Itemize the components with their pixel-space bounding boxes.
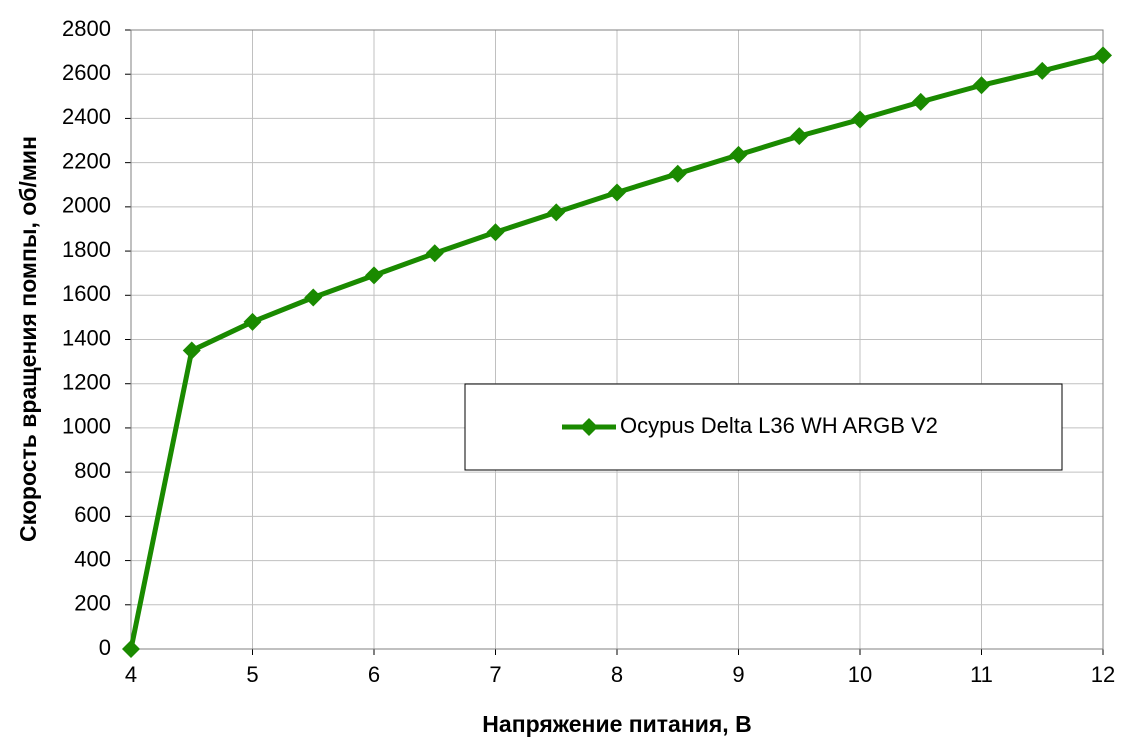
- x-tick-label: 5: [246, 662, 258, 687]
- y-tick-label: 2400: [62, 104, 111, 129]
- y-tick-label: 1200: [62, 370, 111, 395]
- data-point: [668, 164, 687, 183]
- y-tick-label: 200: [74, 591, 111, 616]
- y-tick-label: 1000: [62, 414, 111, 439]
- x-tick-label: 10: [848, 662, 872, 687]
- data-point: [851, 110, 869, 129]
- x-tick-label: 9: [732, 662, 744, 687]
- y-tick-label: 800: [74, 458, 111, 483]
- y-tick-label: 1400: [62, 325, 111, 350]
- data-point: [425, 244, 444, 263]
- data-point: [182, 341, 201, 360]
- y-tick-label: 1600: [62, 281, 111, 306]
- x-tick-label: 4: [125, 662, 137, 687]
- y-tick-label: 1800: [62, 237, 111, 262]
- data-point: [122, 640, 140, 658]
- y-tick-label: 2200: [62, 148, 111, 173]
- x-tick-label: 8: [611, 662, 623, 687]
- data-point: [729, 145, 748, 164]
- y-tick-label: 400: [74, 546, 111, 571]
- data-point: [365, 266, 383, 285]
- plot-border: [130, 29, 1104, 650]
- data-point: [547, 203, 566, 222]
- y-tick-label: 2600: [62, 60, 111, 85]
- data-point: [790, 127, 809, 146]
- data-point: [304, 288, 323, 307]
- legend-label: Ocypus Delta L36 WH ARGB V2: [620, 413, 938, 438]
- data-point: [608, 183, 626, 202]
- y-tick-label: 0: [99, 635, 111, 660]
- data-point: [486, 223, 505, 242]
- x-tick-label: 7: [489, 662, 501, 687]
- data-point: [972, 76, 991, 95]
- y-tick-label: 2000: [62, 193, 111, 218]
- data-point: [243, 312, 262, 331]
- data-point: [1033, 61, 1052, 80]
- data-point: [911, 92, 930, 111]
- data-point: [1094, 46, 1112, 65]
- x-tick-label: 12: [1091, 662, 1115, 687]
- x-tick-label: 11: [970, 662, 993, 687]
- y-tick-label: 600: [74, 502, 111, 527]
- y-axis-title: Скорость вращения помпы, об/мин: [15, 136, 41, 542]
- y-tick-label: 2800: [62, 16, 111, 41]
- legend-marker: [580, 418, 598, 436]
- x-axis-title: Напряжение питания, В: [482, 711, 751, 737]
- x-tick-label: 6: [368, 662, 380, 687]
